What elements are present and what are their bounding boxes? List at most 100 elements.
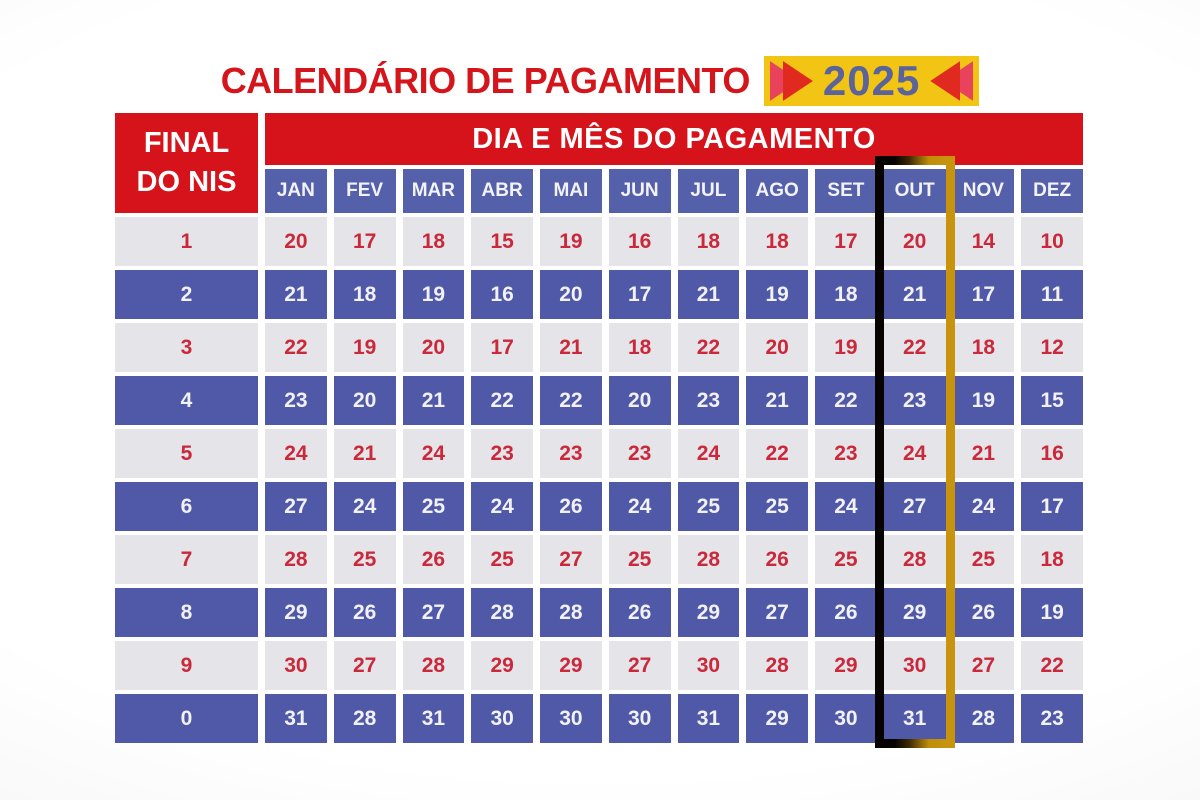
day-cell: 10 <box>1021 217 1083 266</box>
nis-cell: 4 <box>115 376 258 425</box>
year-label: 2025 <box>822 57 921 104</box>
day-cell: 20 <box>883 217 946 266</box>
day-cell: 21 <box>333 429 396 478</box>
day-cell: 29 <box>540 641 602 690</box>
day-cell: 27 <box>952 641 1015 690</box>
day-cell: 28 <box>333 694 396 743</box>
day-cell: 21 <box>540 323 602 372</box>
day-cell: 23 <box>677 376 740 425</box>
day-cell: 23 <box>471 429 533 478</box>
day-cell: 19 <box>746 270 808 319</box>
day-cell: 20 <box>608 376 671 425</box>
day-cell: 24 <box>608 482 671 531</box>
calendar-title: CALENDÁRIO DE PAGAMENTO <box>220 60 751 101</box>
month-header-abr: ABR <box>471 169 533 213</box>
day-cell: 24 <box>265 429 327 478</box>
day-cell: 22 <box>746 429 808 478</box>
day-cell: 20 <box>265 217 327 266</box>
day-cell: 18 <box>815 270 877 319</box>
month-header-ago: AGO <box>746 169 808 213</box>
day-cell: 30 <box>608 694 671 743</box>
day-cell: 24 <box>402 429 465 478</box>
day-cell: 19 <box>540 217 602 266</box>
day-cell: 31 <box>402 694 465 743</box>
day-cell: 23 <box>1021 694 1083 743</box>
day-cell: 28 <box>540 588 602 637</box>
nis-cell: 0 <box>115 694 258 743</box>
day-cell: 17 <box>1021 482 1083 531</box>
day-cell: 25 <box>677 482 740 531</box>
day-cell: 31 <box>883 694 946 743</box>
day-cell: 17 <box>471 323 533 372</box>
day-cell: 28 <box>746 641 808 690</box>
month-header-mai: MAI <box>540 169 602 213</box>
day-cell: 27 <box>540 535 602 584</box>
day-cell: 21 <box>952 429 1015 478</box>
day-cell: 25 <box>952 535 1015 584</box>
day-cell: 26 <box>952 588 1015 637</box>
main-header-dia-e-mes: DIA E MÊS DO PAGAMENTO <box>265 113 1083 165</box>
day-cell: 29 <box>471 641 533 690</box>
day-cell: 17 <box>952 270 1015 319</box>
day-cell: 19 <box>815 323 877 372</box>
day-cell: 18 <box>952 323 1015 372</box>
day-cell: 27 <box>746 588 808 637</box>
day-cell: 31 <box>677 694 740 743</box>
day-cell: 27 <box>883 482 946 531</box>
day-cell: 22 <box>471 376 533 425</box>
day-cell: 15 <box>1021 376 1083 425</box>
day-cell: 25 <box>471 535 533 584</box>
nis-cell: 6 <box>115 482 258 531</box>
chevron-right-icon <box>782 61 813 101</box>
nis-cell: 7 <box>115 535 258 584</box>
day-cell: 20 <box>746 323 808 372</box>
day-cell: 29 <box>815 641 877 690</box>
day-cell: 26 <box>333 588 396 637</box>
day-cell: 24 <box>883 429 946 478</box>
day-cell: 23 <box>265 376 327 425</box>
day-cell: 22 <box>1021 641 1083 690</box>
day-cell: 26 <box>540 482 602 531</box>
nis-cell: 3 <box>115 323 258 372</box>
day-cell: 14 <box>952 217 1015 266</box>
day-cell: 27 <box>402 588 465 637</box>
day-cell: 20 <box>402 323 465 372</box>
day-cell: 16 <box>1021 429 1083 478</box>
month-header-fev: FEV <box>333 169 396 213</box>
month-header-set: SET <box>815 169 877 213</box>
day-cell: 12 <box>1021 323 1083 372</box>
day-cell: 28 <box>471 588 533 637</box>
day-cell: 29 <box>883 588 946 637</box>
day-cell: 25 <box>746 482 808 531</box>
year-badge: 2025 <box>763 56 980 106</box>
day-cell: 17 <box>333 217 396 266</box>
nis-cell: 9 <box>115 641 258 690</box>
calendar-table: FINAL DO NIS DIA E MÊS DO PAGAMENTO JAN F… <box>115 113 1083 748</box>
month-header-dez: DEZ <box>1021 169 1083 213</box>
day-cell: 20 <box>540 270 602 319</box>
day-cell: 16 <box>608 217 671 266</box>
day-cell: 20 <box>333 376 396 425</box>
day-cell: 23 <box>540 429 602 478</box>
day-cell: 28 <box>677 535 740 584</box>
day-cell: 25 <box>402 482 465 531</box>
day-cell: 29 <box>746 694 808 743</box>
day-cell: 28 <box>402 641 465 690</box>
day-cell: 26 <box>746 535 808 584</box>
day-cell: 17 <box>608 270 671 319</box>
day-cell: 30 <box>540 694 602 743</box>
day-cell: 22 <box>815 376 877 425</box>
day-cell: 30 <box>883 641 946 690</box>
page-title: CALENDÁRIO DE PAGAMENTO 2025 <box>0 54 1200 108</box>
nis-cell: 1 <box>115 217 258 266</box>
day-cell: 18 <box>333 270 396 319</box>
day-cell: 11 <box>1021 270 1083 319</box>
nis-cell: 8 <box>115 588 258 637</box>
day-cell: 26 <box>402 535 465 584</box>
nis-cell: 5 <box>115 429 258 478</box>
day-cell: 15 <box>471 217 533 266</box>
day-cell: 27 <box>608 641 671 690</box>
day-cell: 24 <box>815 482 877 531</box>
day-cell: 21 <box>883 270 946 319</box>
day-cell: 25 <box>608 535 671 584</box>
